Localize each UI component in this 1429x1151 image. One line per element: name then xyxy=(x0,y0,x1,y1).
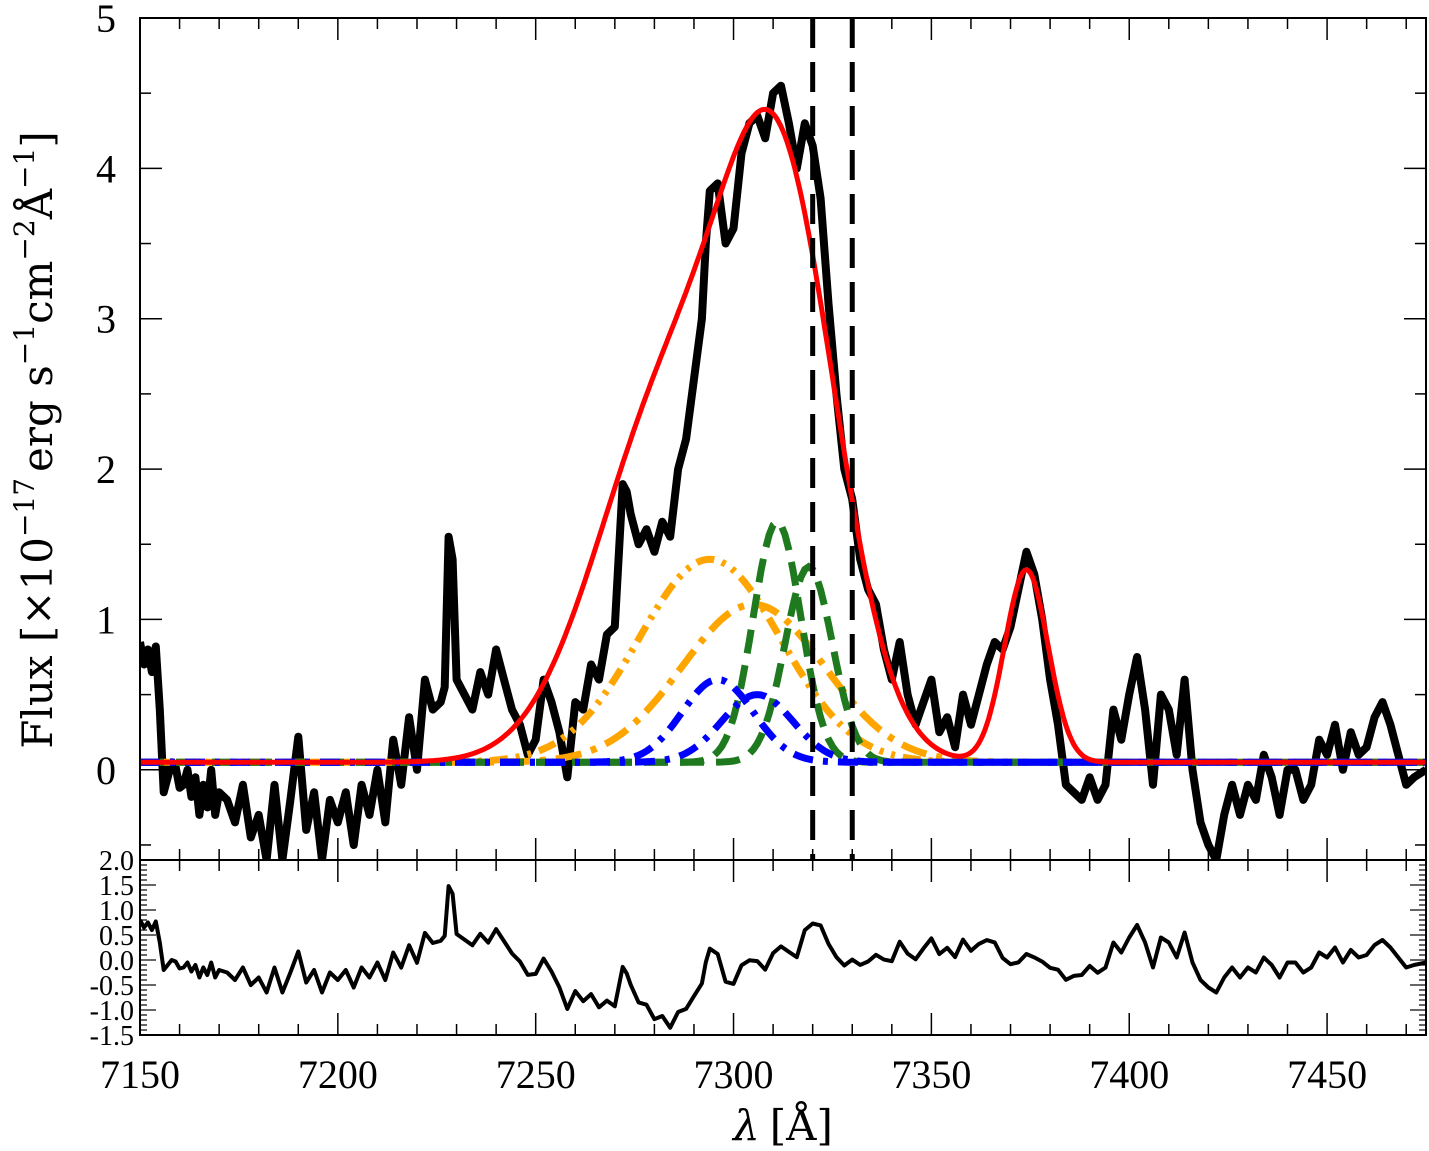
x-tick-label: 7200 xyxy=(298,1052,378,1097)
residual-y-tick-label: -0.5 xyxy=(90,971,134,1002)
y-tick-label: 3 xyxy=(96,297,116,342)
y-tick-label: 4 xyxy=(96,146,116,191)
data-series xyxy=(140,81,1426,860)
x-tick-label: 7450 xyxy=(1287,1052,1367,1097)
blue-dash-dot-series-b xyxy=(140,691,1426,766)
main-plot-area xyxy=(140,81,1426,860)
residual-y-tick-label: 2.0 xyxy=(99,846,134,877)
x-tick-label: 7350 xyxy=(891,1052,971,1097)
axis-labels: λ [Å] Flux [×10−17erg s−1cm−2Å−1] xyxy=(8,131,833,1150)
blue-dash-dot-series-a xyxy=(140,676,1426,766)
main-panel: 0 1 2 3 4 5 xyxy=(96,0,1427,861)
y-axis-title: Flux [×10−17erg s−1cm−2Å−1] xyxy=(8,131,62,748)
y-tick-label: 5 xyxy=(96,0,116,41)
x-tick-label: 7300 xyxy=(694,1052,774,1097)
x-tick-label: 7250 xyxy=(496,1052,576,1097)
orange-dash-dot-series xyxy=(140,600,1426,766)
fit-series xyxy=(140,106,1426,765)
residual-y-tick-label: -1.0 xyxy=(90,996,134,1027)
x-tick-label: 7150 xyxy=(100,1052,180,1097)
residual-frame xyxy=(139,859,1427,1036)
residual-y-tick-label: 1.5 xyxy=(99,871,134,902)
residual-y-tick-label: -1.5 xyxy=(90,1021,134,1052)
residual-series xyxy=(140,884,1426,1030)
residual-y-tick-label: 0.5 xyxy=(99,921,134,952)
green-dashed-series-a xyxy=(140,517,1426,766)
residual-plot-area xyxy=(140,884,1426,1030)
green-dashed-series-b xyxy=(140,562,1426,766)
x-tick-label: 7400 xyxy=(1089,1052,1169,1097)
residual-y-tick-label: 0.0 xyxy=(99,946,134,977)
residual-panel: 7150 7200 7250 7300 7350 7400 7450 -1.5-1.0-0.5… xyxy=(90,846,1427,1097)
y-tick-label: 0 xyxy=(96,748,116,793)
y-tick-label: 2 xyxy=(96,447,116,492)
main-frame xyxy=(139,17,1427,861)
x-axis-title: λ [Å] xyxy=(731,1100,833,1150)
residual-y-tick-label: 1.0 xyxy=(99,896,134,927)
y-tick-label: 1 xyxy=(96,597,116,642)
orange-dash-dot-dot-series xyxy=(140,555,1426,766)
